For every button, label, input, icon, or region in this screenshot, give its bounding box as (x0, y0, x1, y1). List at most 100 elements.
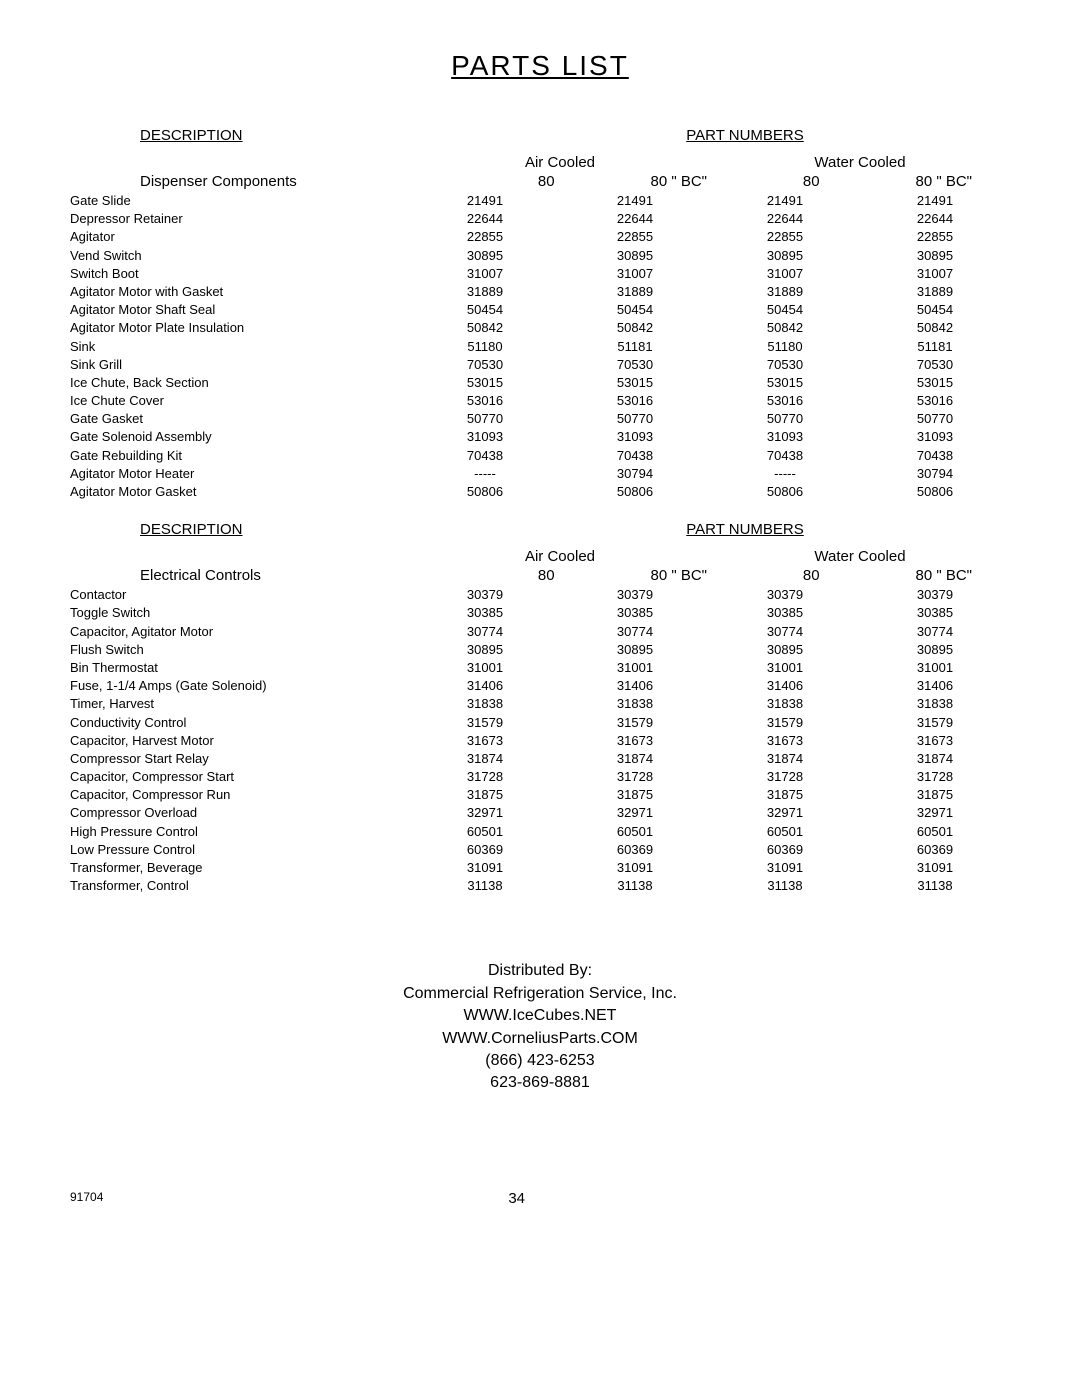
row-cell: 50770 (860, 410, 1010, 428)
row-cell: 30895 (410, 641, 560, 659)
col-header-2b: 80 " BC" (613, 567, 746, 584)
row-cell: 31001 (860, 659, 1010, 677)
row-cell: 31889 (860, 283, 1010, 301)
row-cell: 22855 (410, 228, 560, 246)
distributor-line: WWW.CorneliusParts.COM (70, 1028, 1010, 1050)
row-cell: 60369 (560, 841, 710, 859)
row-cell: 31091 (410, 859, 560, 877)
row-cell: 70438 (560, 447, 710, 465)
row-cell: 53016 (410, 392, 560, 410)
section-dispenser: DESCRIPTION PART NUMBERS Air Cooled Wate… (70, 127, 1010, 501)
row-cell: ----- (410, 465, 560, 483)
row-cell: 53015 (710, 374, 860, 392)
row-description: Agitator (70, 228, 410, 246)
row-description: Capacitor, Compressor Start (70, 768, 410, 786)
row-cell: 30895 (860, 641, 1010, 659)
col-header-3: 80 (745, 173, 878, 190)
table-row: Gate Gasket50770507705077050770 (70, 410, 1010, 428)
row-cell: 22855 (560, 228, 710, 246)
row-cell: 31889 (710, 283, 860, 301)
row-cell: 50770 (560, 410, 710, 428)
row-cell: 31838 (860, 695, 1010, 713)
row-cell: 31889 (560, 283, 710, 301)
row-cell: 31091 (860, 859, 1010, 877)
row-cell: 31673 (410, 732, 560, 750)
row-cell: 30385 (410, 604, 560, 622)
row-cell: 31138 (560, 877, 710, 895)
row-cell: 30774 (860, 623, 1010, 641)
row-description: Fuse, 1-1/4 Amps (Gate Solenoid) (70, 677, 410, 695)
col-header-4: 80 " BC" (878, 173, 1011, 190)
table-row: Gate Solenoid Assembly310933109331093310… (70, 428, 1010, 446)
row-cell: 30895 (560, 247, 710, 265)
row-description: Conductivity Control (70, 714, 410, 732)
row-cell: 60369 (710, 841, 860, 859)
row-cell: 53015 (560, 374, 710, 392)
row-cell: 60501 (860, 823, 1010, 841)
row-cell: 30385 (560, 604, 710, 622)
row-cell: 31007 (560, 265, 710, 283)
row-description: Compressor Start Relay (70, 750, 410, 768)
col-header-1b: 80 (480, 567, 613, 584)
row-cell: 31673 (710, 732, 860, 750)
row-description: Depressor Retainer (70, 210, 410, 228)
table-row: Compressor Start Relay318743187431874318… (70, 750, 1010, 768)
row-cell: 31001 (710, 659, 860, 677)
table-row: Capacitor, Agitator Motor307743077430774… (70, 623, 1010, 641)
row-cell: 31875 (860, 786, 1010, 804)
row-description: Gate Solenoid Assembly (70, 428, 410, 446)
row-cell: 51180 (710, 338, 860, 356)
description-header: DESCRIPTION (70, 127, 480, 144)
row-cell: 50770 (410, 410, 560, 428)
row-description: Agitator Motor with Gasket (70, 283, 410, 301)
row-cell: 31838 (560, 695, 710, 713)
row-cell: 30379 (860, 586, 1010, 604)
category-dispenser: Dispenser Components (70, 173, 480, 190)
row-cell: 31874 (860, 750, 1010, 768)
row-cell: 31093 (860, 428, 1010, 446)
table-row: Fuse, 1-1/4 Amps (Gate Solenoid)31406314… (70, 677, 1010, 695)
row-cell: 22644 (410, 210, 560, 228)
row-cell: 50770 (710, 410, 860, 428)
distributor-line: Commercial Refrigeration Service, Inc. (70, 983, 1010, 1005)
row-cell: 22855 (710, 228, 860, 246)
table-row: Agitator Motor with Gasket31889318893188… (70, 283, 1010, 301)
row-cell: 31579 (710, 714, 860, 732)
row-cell: 50842 (410, 319, 560, 337)
row-cell: 50454 (710, 301, 860, 319)
row-description: Capacitor, Harvest Motor (70, 732, 410, 750)
row-cell: 30774 (560, 623, 710, 641)
footer-left: 91704 (70, 1190, 103, 1207)
row-cell: 30385 (860, 604, 1010, 622)
table-row: Vend Switch30895308953089530895 (70, 247, 1010, 265)
row-cell: 50806 (560, 483, 710, 501)
row-cell: 51181 (560, 338, 710, 356)
row-cell: 50842 (710, 319, 860, 337)
row-cell: 31406 (710, 677, 860, 695)
row-cell: 30385 (710, 604, 860, 622)
row-cell: 31875 (560, 786, 710, 804)
row-cell: 70438 (710, 447, 860, 465)
page-title: PARTS LIST (70, 50, 1010, 82)
footer-page-number: 34 (508, 1190, 525, 1207)
section-electrical: DESCRIPTION PART NUMBERS Air Cooled Wate… (70, 521, 1010, 895)
table-row: Ice Chute Cover53016530165301653016 (70, 392, 1010, 410)
table-row: Capacitor, Compressor Run318753187531875… (70, 786, 1010, 804)
table-row: Agitator Motor Gasket5080650806508065080… (70, 483, 1010, 501)
distributor-line: Distributed By: (70, 960, 1010, 982)
row-description: Gate Gasket (70, 410, 410, 428)
table-row: Gate Rebuilding Kit70438704387043870438 (70, 447, 1010, 465)
row-description: Vend Switch (70, 247, 410, 265)
row-description: Agitator Motor Heater (70, 465, 410, 483)
row-description: Sink (70, 338, 410, 356)
row-description: Gate Slide (70, 192, 410, 210)
table-row: Timer, Harvest31838318383183831838 (70, 695, 1010, 713)
table-row: Transformer, Control31138311383113831138 (70, 877, 1010, 895)
row-cell: 31838 (710, 695, 860, 713)
row-cell: 60501 (710, 823, 860, 841)
row-cell: 30379 (410, 586, 560, 604)
part-numbers-header: PART NUMBERS (480, 127, 1010, 144)
table-row: Compressor Overload32971329713297132971 (70, 804, 1010, 822)
row-cell: 60501 (410, 823, 560, 841)
row-cell: 30895 (560, 641, 710, 659)
